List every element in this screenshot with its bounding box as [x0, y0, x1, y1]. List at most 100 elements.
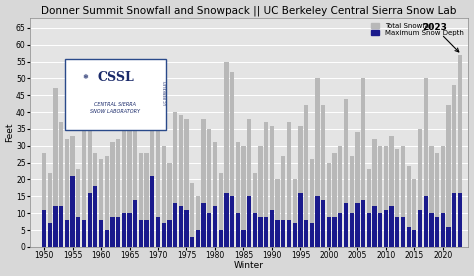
- Bar: [327, 217, 331, 247]
- Bar: [219, 173, 223, 247]
- Bar: [390, 206, 394, 247]
- Bar: [156, 112, 160, 247]
- Bar: [332, 217, 337, 247]
- Bar: [236, 213, 240, 247]
- Bar: [48, 223, 52, 247]
- Bar: [452, 85, 456, 247]
- Bar: [435, 217, 439, 247]
- Bar: [310, 159, 314, 247]
- Bar: [412, 179, 417, 247]
- Bar: [201, 203, 206, 247]
- Bar: [65, 139, 69, 247]
- Bar: [54, 89, 58, 247]
- Bar: [447, 227, 451, 247]
- Bar: [230, 196, 234, 247]
- Bar: [207, 129, 211, 247]
- Bar: [270, 126, 274, 247]
- Bar: [59, 206, 64, 247]
- Bar: [82, 78, 86, 247]
- Bar: [247, 119, 251, 247]
- Bar: [270, 210, 274, 247]
- Bar: [145, 153, 149, 247]
- Bar: [418, 129, 422, 247]
- Text: UC BERKELEY: UC BERKELEY: [164, 81, 168, 105]
- Bar: [42, 153, 46, 247]
- Bar: [71, 176, 75, 247]
- Bar: [424, 78, 428, 247]
- Bar: [110, 217, 115, 247]
- Bar: [258, 217, 263, 247]
- X-axis label: Winter: Winter: [234, 261, 264, 270]
- Bar: [361, 78, 365, 247]
- Bar: [139, 220, 143, 247]
- Bar: [82, 220, 86, 247]
- Bar: [145, 220, 149, 247]
- Bar: [315, 78, 319, 247]
- Bar: [275, 220, 280, 247]
- Bar: [298, 193, 302, 247]
- Bar: [412, 230, 417, 247]
- Bar: [344, 203, 348, 247]
- Bar: [110, 142, 115, 247]
- Bar: [59, 122, 64, 247]
- Bar: [213, 206, 217, 247]
- Bar: [395, 149, 400, 247]
- Bar: [258, 146, 263, 247]
- Bar: [292, 223, 297, 247]
- Bar: [321, 200, 325, 247]
- Bar: [292, 179, 297, 247]
- Bar: [139, 153, 143, 247]
- Bar: [253, 173, 257, 247]
- Bar: [281, 220, 285, 247]
- Bar: [99, 159, 103, 247]
- Bar: [372, 206, 377, 247]
- Bar: [304, 105, 308, 247]
- Bar: [236, 142, 240, 247]
- Bar: [275, 179, 280, 247]
- Bar: [338, 146, 342, 247]
- Bar: [441, 146, 445, 247]
- Bar: [390, 136, 394, 247]
- Bar: [344, 99, 348, 247]
- Bar: [401, 217, 405, 247]
- Bar: [264, 122, 268, 247]
- Bar: [321, 105, 325, 247]
- Bar: [93, 153, 98, 247]
- Bar: [435, 153, 439, 247]
- Bar: [332, 153, 337, 247]
- Bar: [190, 237, 194, 247]
- Bar: [162, 223, 166, 247]
- Bar: [184, 210, 189, 247]
- Bar: [298, 126, 302, 247]
- Bar: [162, 146, 166, 247]
- FancyBboxPatch shape: [65, 59, 166, 130]
- Bar: [378, 146, 383, 247]
- Bar: [179, 206, 183, 247]
- Bar: [54, 206, 58, 247]
- Bar: [196, 230, 200, 247]
- Bar: [401, 146, 405, 247]
- Bar: [241, 146, 246, 247]
- Title: Donner Summit Snowfall and Snowpack || UC Berkeley Central Sierra Snow Lab: Donner Summit Snowfall and Snowpack || U…: [41, 6, 457, 16]
- Bar: [230, 72, 234, 247]
- Bar: [48, 173, 52, 247]
- Bar: [88, 78, 92, 247]
- Bar: [355, 203, 359, 247]
- Bar: [213, 142, 217, 247]
- Bar: [287, 122, 291, 247]
- Bar: [76, 217, 81, 247]
- Bar: [264, 217, 268, 247]
- Bar: [116, 139, 120, 247]
- Bar: [150, 176, 155, 247]
- Bar: [378, 213, 383, 247]
- Bar: [116, 217, 120, 247]
- Bar: [150, 78, 155, 247]
- Y-axis label: Feet: Feet: [6, 123, 15, 142]
- Bar: [241, 230, 246, 247]
- Bar: [287, 220, 291, 247]
- Bar: [88, 193, 92, 247]
- Bar: [458, 193, 462, 247]
- Bar: [407, 227, 411, 247]
- Bar: [105, 156, 109, 247]
- Bar: [349, 213, 354, 247]
